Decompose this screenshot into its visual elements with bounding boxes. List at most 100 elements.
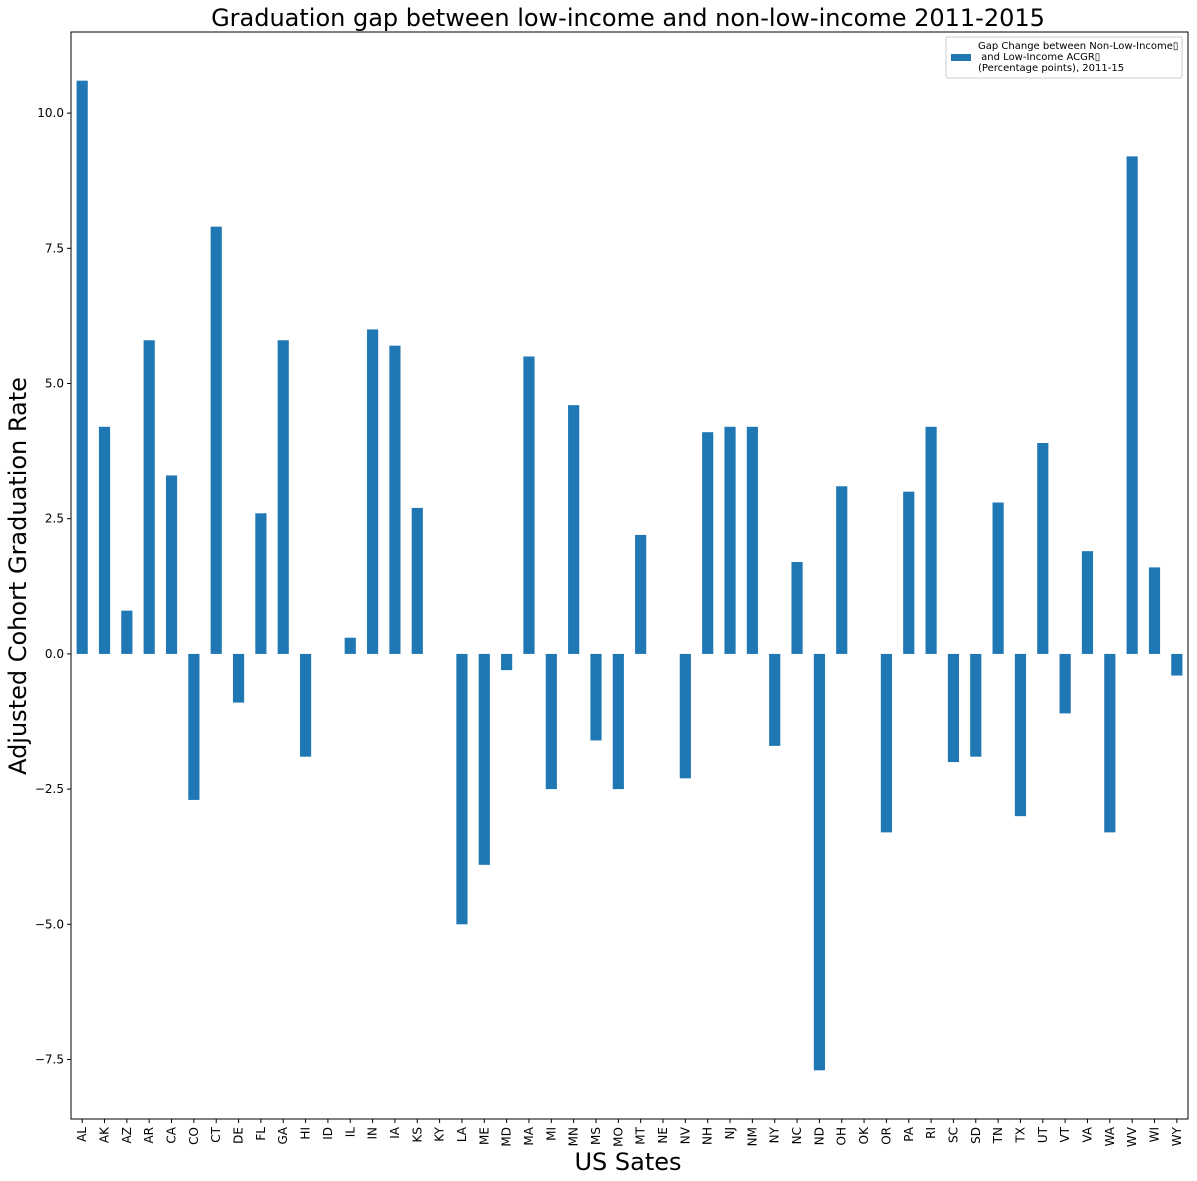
x-tick-label-wy: WY [1170, 1126, 1184, 1146]
x-tick-label-or: OR [879, 1127, 893, 1145]
bar-sc [947, 653, 960, 763]
y-tick-label: 2.5 [45, 512, 64, 526]
x-tick-label-va: VA [1080, 1126, 1094, 1142]
bar-ms [590, 653, 602, 741]
bar-mt [635, 534, 647, 654]
bar-tx [1014, 653, 1027, 817]
y-tick-label: 10.0 [37, 106, 64, 120]
bar-de [232, 653, 245, 703]
x-tick-label-oh: OH [835, 1127, 849, 1145]
bar-va [1081, 551, 1094, 654]
x-tick-label-ny: NY [768, 1126, 782, 1143]
bar-wi [1148, 567, 1161, 654]
x-tick-label-ok: OK [857, 1126, 871, 1144]
bars-group [76, 80, 1183, 1071]
x-tick-label-mo: MO [611, 1127, 625, 1147]
bar-in [367, 329, 379, 654]
legend-box [945, 36, 1183, 79]
bar-wv [1126, 156, 1138, 654]
legend-swatch [951, 54, 971, 61]
bar-me [478, 653, 490, 865]
y-tick-label: −2.5 [35, 782, 64, 796]
x-tick-label-id: ID [321, 1127, 335, 1140]
x-tick-label-nv: NV [678, 1126, 692, 1144]
bar-az [121, 610, 133, 654]
bar-ia [389, 345, 401, 654]
bar-sd [970, 653, 982, 757]
bar-wy [1171, 653, 1183, 676]
bar-mi [545, 653, 557, 790]
bar-ny [769, 653, 781, 746]
bar-oh [836, 486, 848, 654]
bar-nm [746, 426, 758, 654]
x-tick-label-sd: SD [969, 1127, 983, 1144]
legend-label-line: (Percentage points), 2011-15 [978, 63, 1124, 74]
bar-ct [210, 226, 222, 654]
bar-tn [992, 502, 1004, 654]
x-tick-label-ks: KS [410, 1127, 424, 1143]
bar-wa [1104, 653, 1116, 833]
bar-nj [724, 426, 736, 654]
bar-fl [255, 513, 267, 654]
bar-nd [813, 653, 825, 1071]
y-tick-label: −5.0 [35, 917, 64, 931]
y-tick-label: 0.0 [45, 647, 64, 661]
bar-il [344, 637, 356, 654]
bar-nv [679, 653, 691, 779]
bar-al [76, 80, 88, 654]
x-tick-label-vt: VT [1058, 1126, 1072, 1142]
x-tick-label-co: CO [187, 1127, 201, 1145]
x-tick-label-tn: TN [991, 1127, 1005, 1144]
bar-ks [411, 507, 423, 654]
x-tick-label-wi: WI [1147, 1127, 1161, 1142]
x-axis-label: US Sates [574, 1148, 681, 1176]
x-tick-label-nh: NH [701, 1127, 715, 1145]
x-tick-label-mt: MT [634, 1126, 648, 1144]
bar-ut [1037, 443, 1049, 654]
bar-md [501, 653, 513, 671]
bar-vt [1059, 653, 1071, 714]
x-tick-label-nj: NJ [723, 1127, 737, 1140]
x-tick-label-ut: UT [1036, 1126, 1050, 1143]
x-tick-label-ga: GA [276, 1126, 290, 1144]
x-tick-label-ky: KY [433, 1126, 447, 1141]
x-tick-label-in: IN [366, 1127, 380, 1140]
x-tick-label-fl: FL [254, 1127, 268, 1141]
bar-ak [98, 426, 111, 654]
x-tick-label-al: AL [75, 1127, 89, 1142]
y-tick-label: 7.5 [45, 241, 64, 255]
bar-hi [299, 653, 312, 757]
plot-frame [70, 31, 1189, 1120]
x-tick-label-ar: AR [142, 1127, 156, 1144]
bar-mn [568, 405, 580, 654]
plot-area [70, 31, 1189, 1120]
x-tick-label-wa: WA [1103, 1126, 1117, 1146]
y-tick-label: 5.0 [45, 377, 64, 391]
x-tick-label-mn: MN [567, 1127, 581, 1146]
x-tick-label-sc: SC [946, 1127, 960, 1143]
legend: Gap Change between Non-Low-Income▯ and L… [945, 36, 1183, 79]
x-axis: AL AK AZ AR CA CO CT DE FL GA HI ID IL IN IA KS KY LA ME MD… [75, 1119, 1184, 1147]
x-tick-label-tx: TX [1013, 1127, 1027, 1144]
x-tick-label-wv: WV [1125, 1126, 1139, 1147]
bar-ri [925, 426, 937, 654]
x-tick-label-hi: HI [299, 1127, 313, 1140]
y-tick-label: −7.5 [35, 1053, 64, 1067]
bar-ma [523, 356, 535, 654]
bar-co [188, 653, 200, 800]
bar-ga [277, 340, 289, 654]
bar-ar [143, 340, 155, 654]
x-tick-label-mi: MI [544, 1127, 558, 1141]
bar-nh [702, 432, 714, 654]
x-tick-label-ma: MA [522, 1126, 536, 1145]
bar-nc [791, 561, 803, 654]
x-tick-label-il: IL [343, 1127, 357, 1138]
bar-pa [903, 491, 915, 654]
y-axis: −7.5 −5.0 −2.5 0.0 2.5 5.0 7.5 10.0 [35, 106, 71, 1067]
x-tick-label-ia: IA [388, 1126, 402, 1139]
legend-label-line: Gap Change between Non-Low-Income▯ [978, 41, 1178, 52]
bar-mo [612, 653, 624, 790]
y-axis-label: Adjusted Cohort Graduation Rate [4, 377, 32, 775]
bar-ca [165, 475, 178, 654]
